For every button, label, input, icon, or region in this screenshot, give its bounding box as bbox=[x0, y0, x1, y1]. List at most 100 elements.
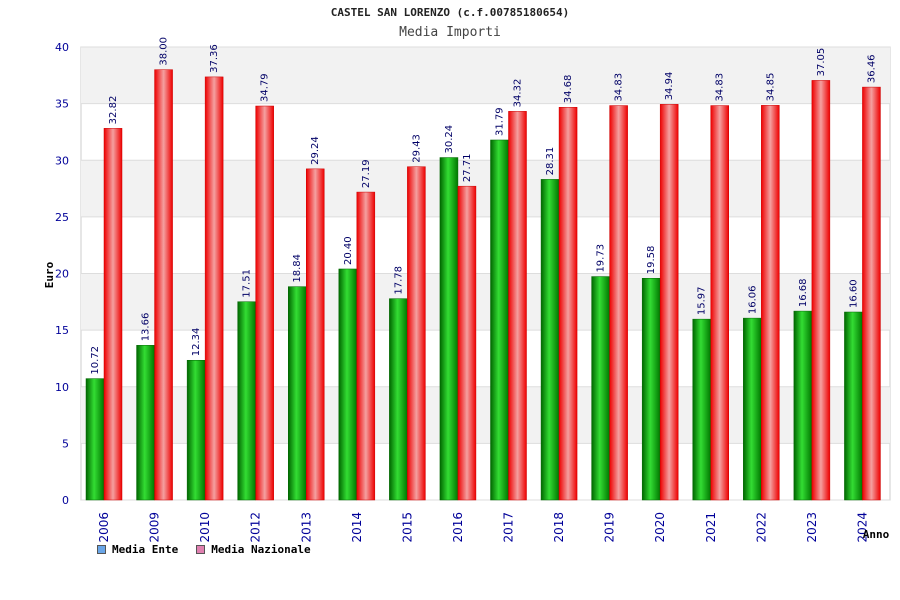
value-label: 29.24 bbox=[310, 136, 321, 165]
legend-item-nazionale: Media Nazionale bbox=[196, 543, 311, 556]
bars-group bbox=[85, 69, 881, 501]
bar-ente bbox=[186, 359, 206, 501]
value-label: 27.71 bbox=[462, 154, 473, 183]
value-label: 37.05 bbox=[816, 48, 827, 77]
y-tick-label: 25 bbox=[55, 211, 69, 224]
bar-nazionale bbox=[154, 69, 173, 501]
bar-nazionale bbox=[103, 128, 123, 501]
bar-ente bbox=[338, 268, 358, 501]
bar-nazionale bbox=[609, 105, 628, 501]
x-tick-label: 2019 bbox=[603, 512, 617, 543]
bar-ente bbox=[237, 301, 256, 501]
legend-label-ente: Media Ente bbox=[112, 543, 179, 556]
value-label: 17.51 bbox=[242, 269, 253, 298]
x-tick-label: 2016 bbox=[451, 512, 465, 543]
value-label: 34.79 bbox=[260, 73, 271, 102]
value-label: 34.68 bbox=[563, 75, 574, 104]
value-label: 38.00 bbox=[159, 37, 170, 66]
value-label: 15.97 bbox=[697, 286, 708, 315]
x-tick-label: 2010 bbox=[198, 512, 212, 543]
y-tick-label: 0 bbox=[62, 494, 69, 507]
x-axis-ticks: 2006 2009 2010 2012 2013 2014 2015 2016 2017 2018… bbox=[97, 512, 869, 543]
bar-nazionale bbox=[457, 185, 477, 501]
value-labels: 10.72 32.82 13.66 38.00 12.34 37.36 17.51 34.79… bbox=[90, 37, 877, 375]
bar-ente bbox=[692, 318, 711, 501]
value-label: 32.82 bbox=[108, 96, 119, 125]
x-tick-label: 2015 bbox=[400, 512, 414, 543]
x-axis-label: Anno bbox=[863, 528, 890, 541]
y-tick-label: 5 bbox=[62, 437, 69, 450]
value-label: 34.32 bbox=[513, 79, 524, 108]
value-label: 30.24 bbox=[444, 125, 455, 154]
value-label: 27.19 bbox=[361, 159, 372, 188]
chart-title: CASTEL SAN LORENZO (c.f.00785180654) bbox=[330, 6, 570, 19]
x-tick-label: 2006 bbox=[97, 512, 111, 543]
bar-nazionale bbox=[407, 166, 426, 501]
value-label: 29.43 bbox=[411, 134, 422, 163]
legend-label-nazionale: Media Nazionale bbox=[211, 543, 311, 556]
value-label: 16.68 bbox=[798, 278, 809, 307]
bar-nazionale bbox=[558, 106, 578, 501]
bar-ente bbox=[591, 276, 610, 501]
legend-swatch-ente bbox=[97, 545, 106, 554]
legend: Media Ente Media Nazionale bbox=[97, 543, 311, 556]
bar-ente bbox=[439, 157, 459, 501]
bar-nazionale bbox=[811, 80, 831, 501]
bar-nazionale bbox=[356, 191, 376, 501]
x-tick-label: 2013 bbox=[299, 512, 313, 543]
x-tick-label: 2012 bbox=[249, 512, 263, 543]
value-label: 34.85 bbox=[765, 73, 776, 102]
x-tick-label: 2017 bbox=[502, 512, 516, 543]
legend-item-ente: Media Ente bbox=[97, 543, 178, 556]
value-label: 28.31 bbox=[545, 147, 556, 176]
y-tick-label: 15 bbox=[55, 324, 69, 337]
chart-subtitle: Media Importi bbox=[399, 25, 501, 40]
x-tick-label: 2022 bbox=[754, 512, 768, 543]
bar-ente bbox=[844, 311, 863, 501]
value-label: 36.46 bbox=[866, 54, 877, 83]
value-label: 13.66 bbox=[141, 313, 152, 342]
legend-swatch-nazionale bbox=[196, 545, 206, 554]
bar-ente bbox=[136, 345, 155, 501]
bar-nazionale bbox=[306, 168, 325, 501]
bar-ente bbox=[490, 139, 509, 501]
bar-nazionale bbox=[204, 76, 224, 501]
bar-nazionale bbox=[508, 111, 527, 501]
x-tick-label: 2009 bbox=[148, 512, 162, 543]
bar-nazionale bbox=[761, 105, 780, 501]
y-axis-label: Euro bbox=[43, 261, 56, 288]
y-tick-label: 30 bbox=[55, 154, 69, 167]
value-label: 16.06 bbox=[747, 285, 758, 314]
value-label: 37.36 bbox=[209, 44, 220, 73]
bar-ente bbox=[793, 310, 813, 501]
y-tick-label: 40 bbox=[55, 41, 69, 54]
x-tick-label: 2021 bbox=[704, 512, 718, 543]
bar-nazionale bbox=[710, 105, 729, 501]
bar-ente bbox=[540, 179, 560, 501]
bar-ente bbox=[389, 298, 408, 501]
bar-ente bbox=[288, 286, 307, 501]
value-label: 20.40 bbox=[343, 236, 354, 265]
bar-nazionale bbox=[659, 104, 679, 501]
value-label: 19.73 bbox=[596, 244, 607, 273]
x-tick-label: 2020 bbox=[653, 512, 667, 543]
bar-ente bbox=[641, 278, 661, 501]
bar-ente bbox=[85, 378, 105, 501]
value-label: 18.84 bbox=[292, 254, 303, 283]
x-tick-label: 2024 bbox=[855, 512, 869, 543]
value-label: 12.34 bbox=[191, 328, 202, 357]
bar-nazionale bbox=[255, 105, 274, 501]
value-label: 16.60 bbox=[848, 279, 859, 308]
y-tick-label: 35 bbox=[55, 98, 69, 111]
value-label: 34.83 bbox=[715, 73, 726, 102]
value-label: 31.79 bbox=[495, 107, 506, 136]
bar-ente bbox=[743, 317, 762, 501]
y-axis-ticks: 0 5 10 15 20 25 30 35 40 bbox=[55, 41, 69, 507]
y-tick-label: 10 bbox=[55, 381, 69, 394]
bar-nazionale bbox=[862, 86, 881, 501]
value-label: 34.83 bbox=[614, 73, 625, 102]
value-label: 34.94 bbox=[664, 72, 675, 101]
value-label: 10.72 bbox=[90, 346, 101, 375]
value-label: 19.58 bbox=[646, 246, 657, 275]
